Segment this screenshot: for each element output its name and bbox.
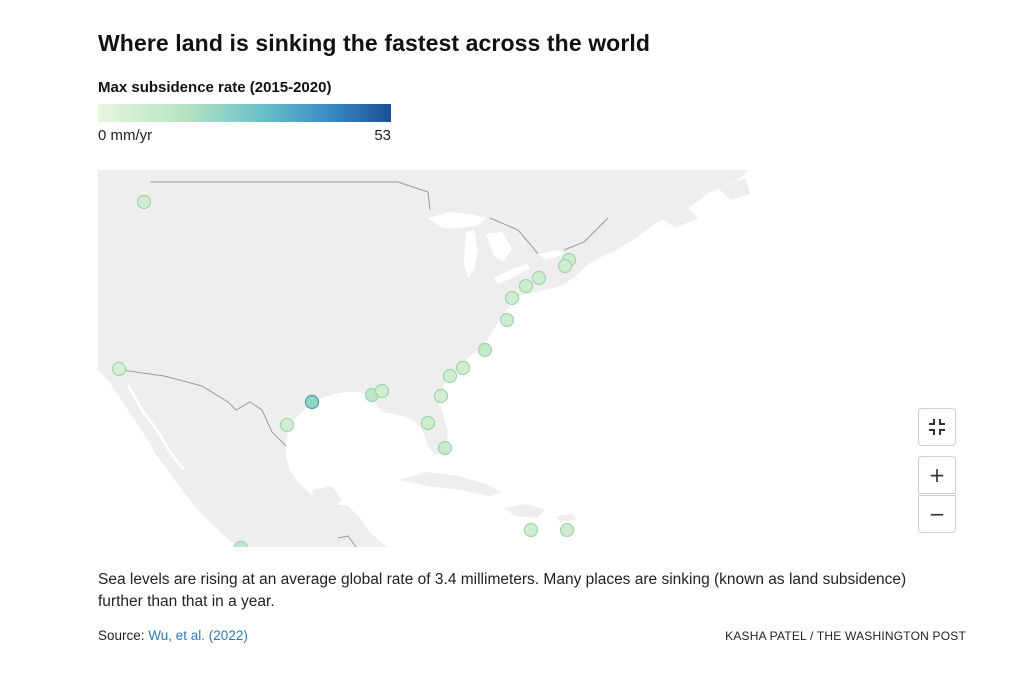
subsidence-point-jacksonville[interactable] <box>420 415 436 431</box>
legend-min-label: 0 mm/yr <box>98 127 153 144</box>
source-prefix: Source: <box>98 628 149 643</box>
zoom-out-button[interactable]: − <box>918 495 956 533</box>
legend-title: Max subsidence rate (2015-2020) <box>98 79 332 96</box>
legend-color-scale <box>98 104 391 122</box>
border-us-canada <box>150 181 609 255</box>
subsidence-point-atlantic-city[interactable] <box>518 278 534 294</box>
land-cuba <box>398 472 502 496</box>
subsidence-point-wilmington[interactable] <box>455 360 471 376</box>
subsidence-point-new-york[interactable] <box>531 270 547 286</box>
subsidence-point-mexico-city-area[interactable] <box>233 540 249 548</box>
source-line: Source: Wu, et al. (2022) <box>98 628 248 643</box>
lake-ontario <box>538 250 564 260</box>
source-link[interactable]: Wu, et al. (2022) <box>148 628 248 643</box>
border-central-america <box>337 535 357 547</box>
land-newfoundland <box>718 178 750 200</box>
lake-erie <box>494 264 530 284</box>
zoom-in-button[interactable]: + <box>918 456 956 494</box>
lake-huron <box>486 232 512 262</box>
subsidence-point-savannah[interactable] <box>433 388 449 404</box>
compress-icon <box>929 419 945 435</box>
legend-max-label: 53 <box>374 127 391 144</box>
subsidence-point-miami[interactable] <box>111 361 127 377</box>
subsidence-point-baltimore[interactable] <box>499 312 515 328</box>
land-nova-scotia <box>658 208 698 228</box>
subsidence-point-charleston[interactable] <box>442 368 458 384</box>
subsidence-point-providence[interactable] <box>557 258 573 274</box>
land-yucatan <box>312 486 342 510</box>
subsidence-point-mobile[interactable] <box>374 383 390 399</box>
subsidence-point-seattle[interactable] <box>136 194 152 210</box>
subsidence-point-los-angeles[interactable] <box>279 417 295 433</box>
fullscreen-button[interactable] <box>918 408 956 446</box>
land-hispaniola <box>503 504 544 518</box>
lake-michigan <box>464 230 478 278</box>
subsidence-point-norfolk[interactable] <box>477 342 493 358</box>
land-puerto-rico <box>556 514 576 522</box>
caption-text: Sea levels are rising at an average glob… <box>98 571 907 610</box>
lake-superior <box>428 212 486 228</box>
credit-line: KASHA PATEL / THE WASHINGTON POST <box>725 629 966 643</box>
subsidence-point-philadelphia[interactable] <box>504 290 520 306</box>
chart-title: Where land is sinking the fastest across… <box>98 30 651 56</box>
subsidence-point-santo-domingo[interactable] <box>559 522 575 538</box>
subsidence-point-pensacola[interactable] <box>523 522 539 538</box>
map-svg[interactable] <box>98 170 960 547</box>
land-north-america <box>98 170 748 547</box>
map-canvas[interactable] <box>98 170 960 547</box>
border-us-mexico <box>121 369 287 447</box>
subsidence-point-tampa[interactable] <box>437 440 453 456</box>
subsidence-point-houston[interactable] <box>304 394 320 410</box>
baja-coast <box>126 384 186 471</box>
